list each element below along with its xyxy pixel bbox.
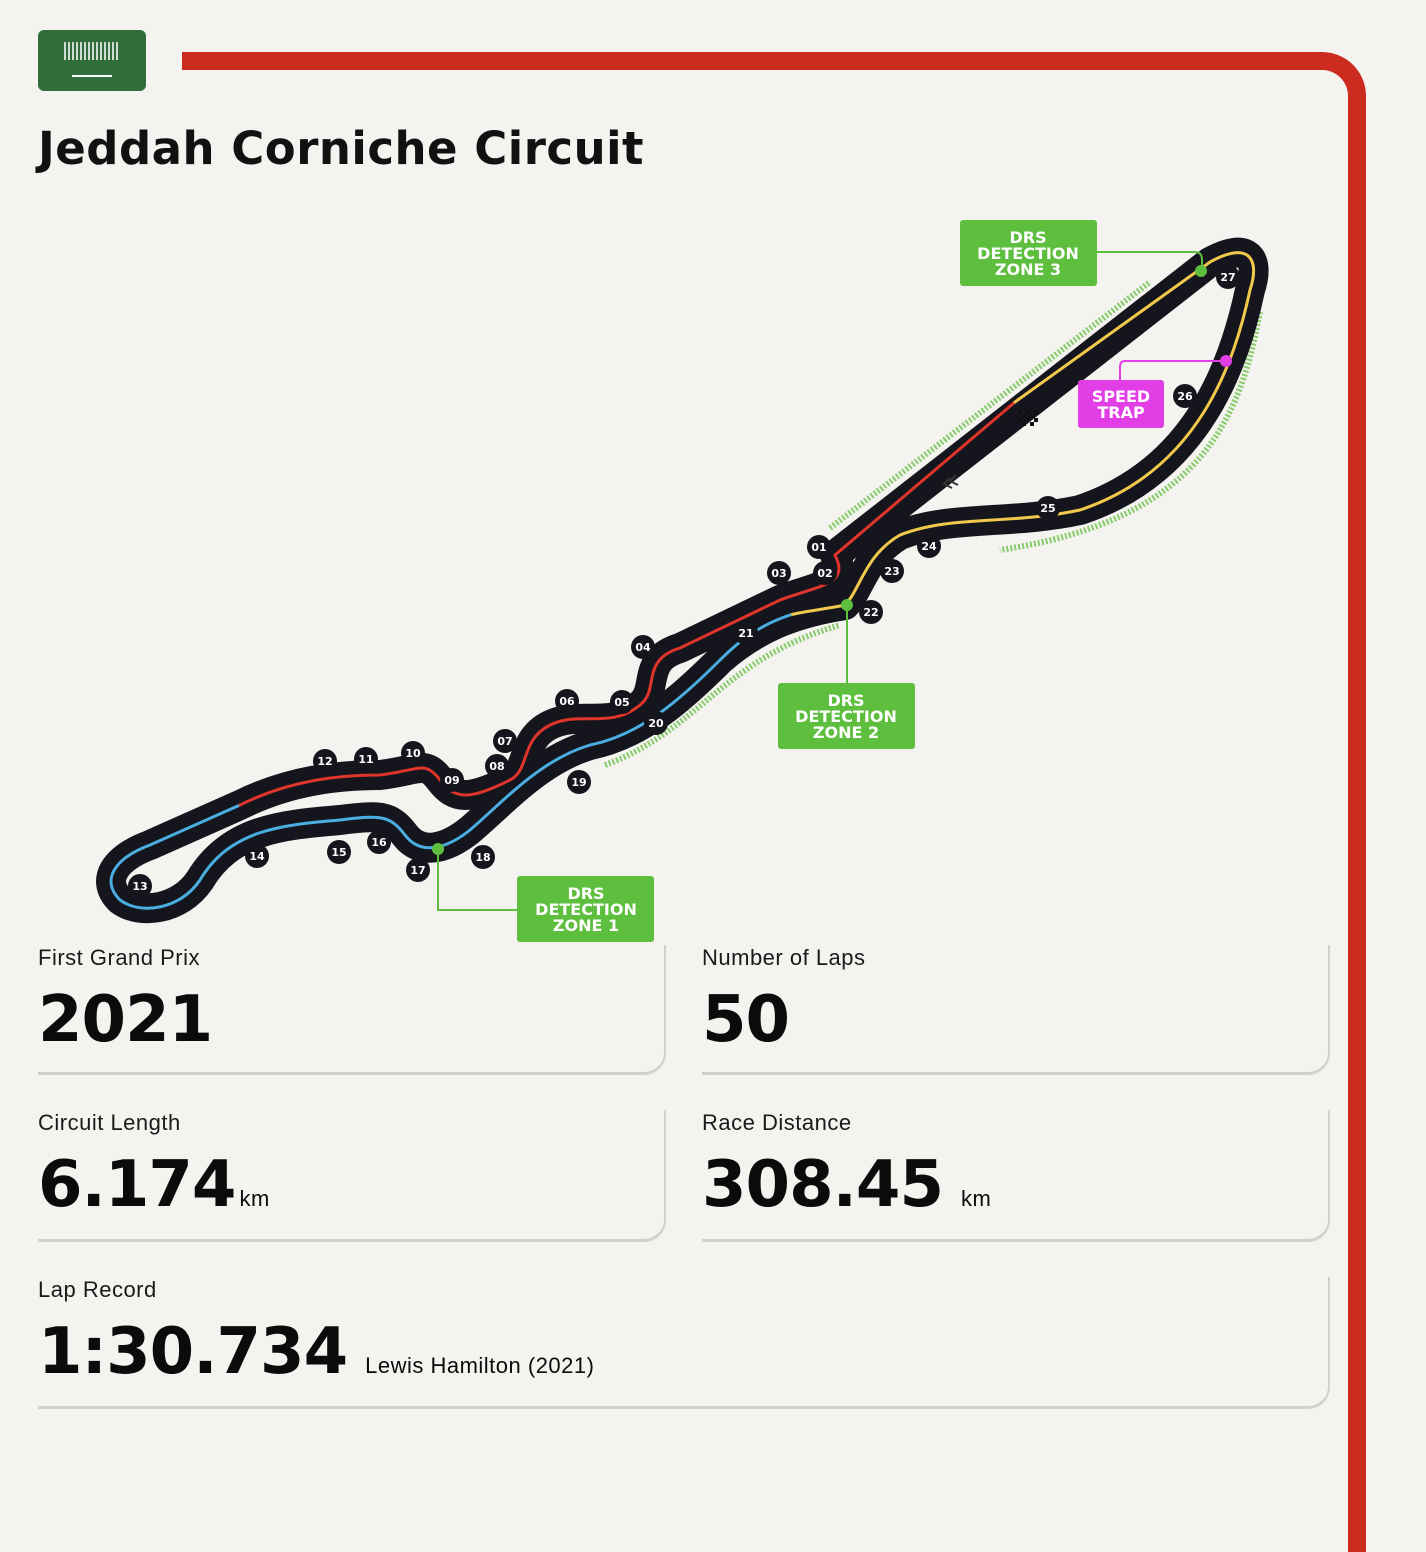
direction-chevron-icon: [942, 474, 959, 489]
flag-script: [64, 42, 120, 60]
svg-text:22: 22: [863, 606, 878, 619]
stat-number: 308.45: [702, 1148, 944, 1222]
stat-value: 2021: [38, 983, 213, 1057]
drs-detection-zone-1: DRS DETECTION ZONE 1: [432, 843, 654, 942]
speed-trap-marker: SPEED TRAP: [1078, 355, 1232, 428]
svg-text:06: 06: [559, 695, 575, 708]
svg-text:03: 03: [771, 567, 786, 580]
stat-label: First Grand Prix: [38, 945, 201, 970]
svg-text:20: 20: [648, 717, 664, 730]
svg-text:07: 07: [497, 735, 512, 748]
stat-label: Circuit Length: [38, 1110, 181, 1135]
accent-frame: [182, 52, 1366, 1552]
svg-text:24: 24: [921, 540, 937, 553]
saudi-arabia-flag-icon: [38, 30, 146, 91]
stat-label: Race Distance: [702, 1110, 852, 1135]
corner-badges: 01 02 03 04 05 06 07 08 09 10 11 12 13 1…: [128, 265, 1240, 898]
svg-text:DRS: DRS: [827, 691, 864, 710]
svg-text:17: 17: [410, 864, 425, 877]
svg-text:14: 14: [249, 850, 265, 863]
svg-text:10: 10: [405, 747, 421, 760]
kerb-hatch: [828, 279, 1152, 531]
svg-text:ZONE 3: ZONE 3: [995, 260, 1061, 279]
stat-race-distance: Race Distance 308.45 km: [702, 1110, 1330, 1242]
stat-label: Lap Record: [38, 1277, 157, 1302]
svg-text:12: 12: [317, 755, 332, 768]
stat-value: 1:30.734 Lewis Hamilton (2021): [38, 1315, 594, 1389]
svg-text:02: 02: [817, 567, 832, 580]
start-finish-flag-icon: [1018, 410, 1038, 426]
circuit-title: Jeddah Corniche Circuit: [38, 122, 645, 175]
drs-detection-zone-2: DRS DETECTION ZONE 2: [778, 599, 915, 749]
svg-text:DETECTION: DETECTION: [795, 707, 897, 726]
kerb-hatch: [603, 622, 841, 768]
svg-text:21: 21: [738, 627, 753, 640]
flag-sword: [72, 75, 112, 77]
drs-detection-zone-3: DRS DETECTION ZONE 3: [960, 220, 1207, 286]
svg-text:05: 05: [614, 696, 629, 709]
svg-text:15: 15: [331, 846, 346, 859]
stat-circuit-length: Circuit Length 6.174 km: [38, 1110, 666, 1242]
svg-text:09: 09: [444, 774, 459, 787]
svg-text:26: 26: [1177, 390, 1193, 403]
stat-number-of-laps: Number of Laps 50: [702, 945, 1330, 1075]
kerb-hatch: [999, 311, 1263, 553]
svg-text:16: 16: [371, 836, 387, 849]
svg-text:18: 18: [475, 851, 490, 864]
svg-text:ZONE 2: ZONE 2: [813, 723, 879, 742]
svg-text:19: 19: [571, 776, 586, 789]
stat-value: 50: [702, 983, 790, 1057]
stat-value: 6.174 km: [38, 1148, 270, 1222]
svg-text:13: 13: [132, 880, 147, 893]
stat-unit: km: [960, 1186, 992, 1211]
svg-text:DRS: DRS: [1009, 228, 1046, 247]
stat-first-grand-prix: First Grand Prix 2021: [38, 945, 666, 1075]
stat-unit: km: [239, 1186, 270, 1211]
svg-text:TRAP: TRAP: [1097, 403, 1145, 422]
svg-text:DRS: DRS: [567, 884, 604, 903]
svg-text:11: 11: [358, 753, 373, 766]
circuit-map: DRS DETECTION ZONE 3 DRS DETECTION ZONE …: [96, 220, 1269, 942]
svg-text:01: 01: [811, 541, 826, 554]
svg-text:SPEED: SPEED: [1092, 387, 1150, 406]
stat-value: 308.45 km: [702, 1148, 991, 1222]
lap-record-holder: Lewis Hamilton (2021): [365, 1353, 595, 1378]
svg-text:DETECTION: DETECTION: [535, 900, 637, 919]
svg-text:27: 27: [1220, 271, 1235, 284]
svg-text:23: 23: [884, 565, 899, 578]
stat-number: 6.174: [38, 1148, 236, 1222]
svg-text:25: 25: [1040, 502, 1055, 515]
svg-text:04: 04: [635, 641, 651, 654]
stat-lap-record: Lap Record 1:30.734 Lewis Hamilton (2021): [38, 1277, 1330, 1409]
svg-text:ZONE 1: ZONE 1: [553, 916, 619, 935]
stat-number: 1:30.734: [38, 1315, 348, 1389]
svg-text:08: 08: [489, 760, 504, 773]
svg-text:DETECTION: DETECTION: [977, 244, 1079, 263]
stat-label: Number of Laps: [702, 945, 866, 970]
